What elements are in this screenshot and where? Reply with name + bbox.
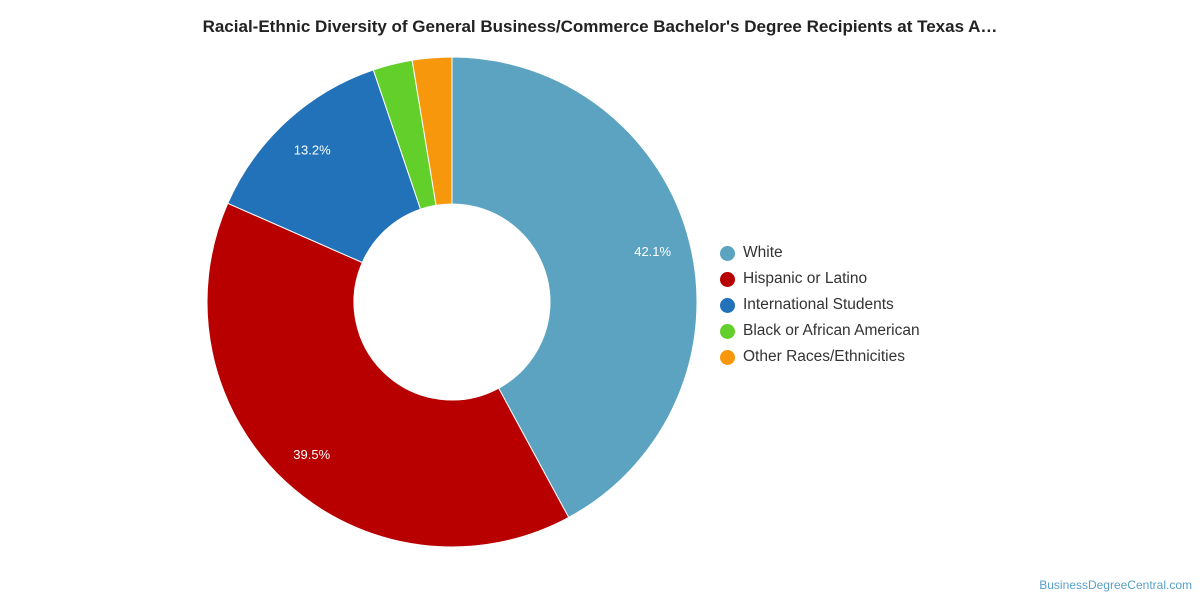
legend: White Hispanic or Latino International Stu… (720, 240, 920, 370)
data-label-white: 42.1% (634, 244, 671, 259)
slice-international-students[interactable] (227, 69, 422, 264)
slices-layer (206, 56, 698, 548)
slice-hispanic-or-latino[interactable] (206, 202, 570, 548)
data-labels-layer: 42.1% 39.5% 13.2% (293, 142, 671, 462)
data-label-international-students: 13.2% (294, 142, 331, 157)
legend-item-other-races-ethnicities[interactable]: Other Races/Ethnicities (720, 344, 920, 370)
legend-item-hispanic-or-latino[interactable]: Hispanic or Latino (720, 266, 920, 292)
legend-swatch-icon (720, 349, 735, 365)
legend-label: Other Races/Ethnicities (743, 348, 905, 365)
legend-swatch-icon (720, 297, 735, 313)
legend-item-black-or-african-american[interactable]: Black or African American (720, 318, 920, 344)
legend-item-international-students[interactable]: International Students (720, 292, 920, 318)
slice-other-races-ethnicities[interactable] (411, 56, 453, 206)
legend-swatch-icon (720, 323, 735, 339)
legend-label: Black or African American (743, 322, 920, 339)
slice-white[interactable] (451, 56, 698, 519)
watermark[interactable]: BusinessDegreeCentral.com (1039, 578, 1192, 592)
legend-label: White (743, 244, 783, 261)
legend-swatch-icon (720, 245, 735, 261)
legend-item-white[interactable]: White (720, 240, 920, 266)
legend-swatch-icon (720, 271, 735, 287)
legend-label: Hispanic or Latino (743, 270, 868, 287)
chart-title: Racial-Ethnic Diversity of General Busin… (202, 17, 998, 36)
data-label-hispanic-or-latino: 39.5% (293, 447, 330, 462)
legend-label: International Students (743, 296, 894, 313)
